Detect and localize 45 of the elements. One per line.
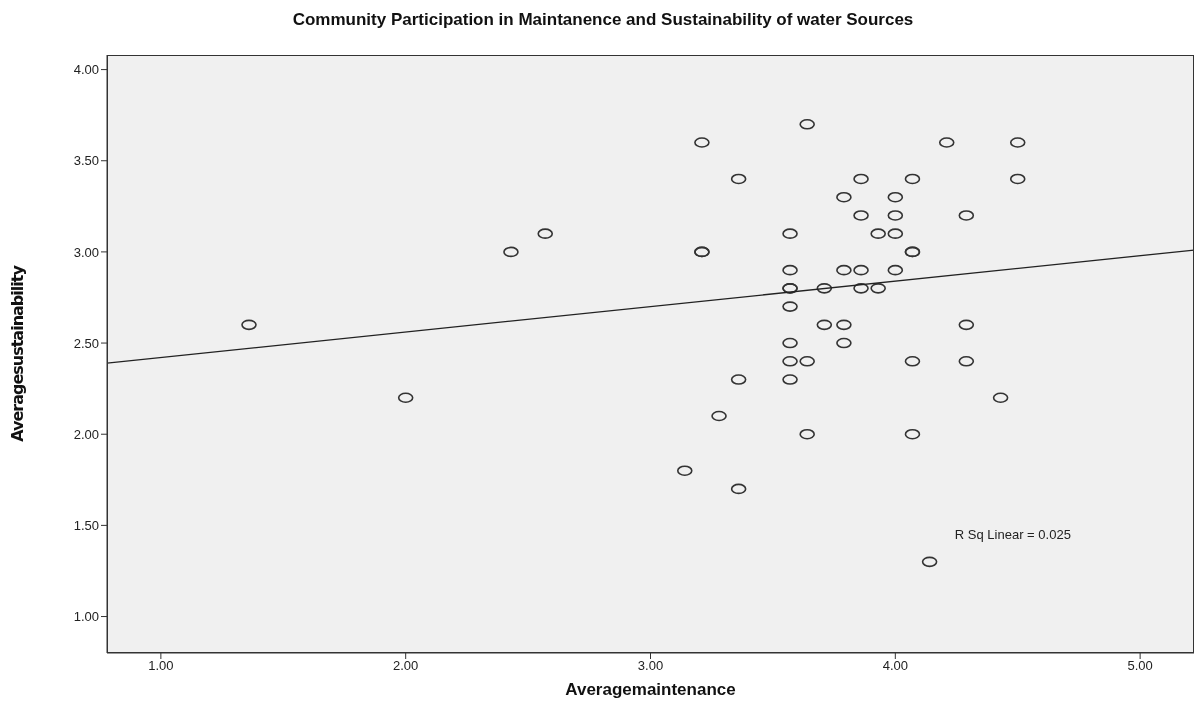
x-axis-title: Averagemaintenance bbox=[565, 680, 736, 699]
y-tick-label: 3.00 bbox=[73, 244, 99, 260]
point bbox=[904, 355, 921, 367]
point bbox=[887, 191, 904, 203]
point bbox=[836, 264, 852, 276]
point bbox=[853, 264, 869, 276]
point bbox=[836, 337, 852, 349]
x-tick-label: 4.00 bbox=[882, 658, 908, 674]
y-tick-label: 1.00 bbox=[73, 609, 99, 625]
y-tick-label: 2.00 bbox=[73, 426, 99, 442]
x-tick-label: 2.00 bbox=[393, 658, 419, 674]
annotation: R Sq Linear = 0.025 bbox=[954, 527, 1071, 543]
point bbox=[904, 428, 921, 440]
point bbox=[397, 392, 414, 404]
point bbox=[853, 173, 869, 185]
point bbox=[782, 264, 798, 276]
point bbox=[503, 246, 519, 258]
chart-title: Community Participation in Maintanence and Sustainability of water Sources bbox=[291, 10, 915, 30]
y-tick-label: 2.50 bbox=[73, 335, 99, 351]
y-tick-label: 3.50 bbox=[73, 153, 99, 169]
point bbox=[799, 428, 815, 440]
point bbox=[730, 173, 747, 185]
point bbox=[836, 319, 852, 331]
point bbox=[711, 410, 727, 422]
point bbox=[782, 337, 798, 349]
point bbox=[921, 556, 938, 568]
point bbox=[904, 173, 921, 185]
point bbox=[1009, 173, 1026, 185]
point bbox=[799, 118, 815, 130]
point bbox=[958, 355, 975, 367]
x-tick-label: 3.00 bbox=[637, 658, 664, 674]
point bbox=[992, 392, 1009, 404]
point bbox=[836, 191, 852, 203]
y-tick-label: 4.00 bbox=[73, 62, 99, 78]
x-tick-label: 5.00 bbox=[1127, 658, 1153, 674]
y-axis-title: Averagesustainability bbox=[7, 264, 27, 442]
point bbox=[241, 319, 257, 331]
point bbox=[782, 355, 798, 367]
x-tick-label: 1.00 bbox=[148, 658, 174, 674]
point bbox=[816, 319, 833, 331]
point bbox=[958, 319, 975, 331]
point bbox=[730, 483, 747, 495]
point bbox=[799, 355, 815, 367]
y-tick-label: 1.50 bbox=[73, 517, 99, 533]
point bbox=[887, 264, 904, 276]
